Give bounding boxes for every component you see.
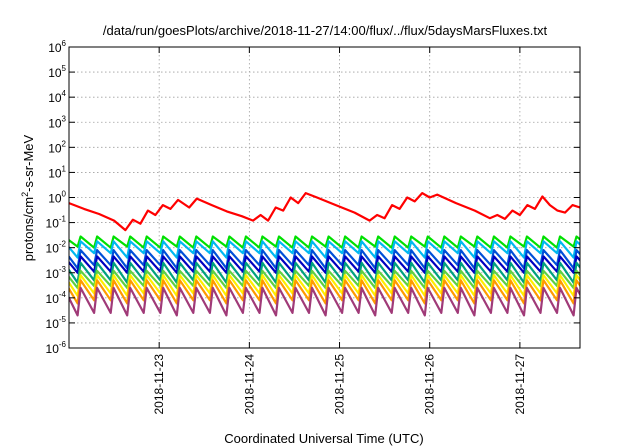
series-line-8 — [69, 279, 580, 305]
y-tick-label: 10-1 — [46, 215, 67, 231]
x-tick-label: 2018-11-27 — [513, 354, 527, 415]
series-line-1 — [69, 235, 580, 249]
series-layer — [69, 192, 580, 317]
series-line-4 — [69, 255, 580, 274]
x-tick-label: 2018-11-25 — [333, 354, 347, 415]
axes: 10-6 10-5 10-4 10-3 10-2 10-1 100 101 102 103 104 1… — [46, 39, 581, 415]
y-tick-label: 10-6 — [46, 340, 67, 356]
series-line-9 — [69, 286, 580, 317]
x-tick-label: 2018-11-26 — [423, 354, 437, 415]
y-tick-label: 101 — [48, 164, 66, 180]
y-tick-label: 105 — [48, 64, 66, 80]
series-line-6 — [69, 269, 580, 289]
y-tick-label: 103 — [48, 114, 66, 130]
x-axis-label: Coordinated Universal Time (UTC) — [224, 431, 423, 446]
y-tick-label: 100 — [48, 190, 66, 206]
x-tick-label: 2018-11-24 — [242, 354, 256, 415]
series-line-3 — [69, 249, 580, 270]
y-tick-label: 10-2 — [46, 240, 67, 256]
y-axis-label: protons/cm2-s-sr-MeV — [20, 134, 36, 261]
y-axis-label-rest: -s-sr-MeV — [21, 134, 36, 191]
y-tick-label: 10-5 — [46, 315, 67, 331]
y-tick-label: 10-4 — [46, 290, 67, 306]
series-line-7 — [69, 274, 580, 297]
y-tick-label: 104 — [48, 89, 66, 105]
x-tick-label: 2018-11-23 — [152, 354, 166, 415]
chart-title: /data/run/goesPlots/archive/2018-11-27/1… — [103, 23, 548, 38]
series-line-5 — [69, 261, 580, 284]
series-line-0 — [69, 192, 580, 232]
y-tick-label: 10-3 — [46, 265, 67, 281]
y-axis-label-base: protons/cm — [21, 197, 36, 261]
y-tick-label: 102 — [48, 139, 66, 155]
y-tick-label: 106 — [48, 39, 66, 55]
y-axis-label-exp: 2 — [20, 192, 30, 197]
plot-frame — [68, 46, 581, 349]
series-line-2 — [69, 240, 580, 259]
